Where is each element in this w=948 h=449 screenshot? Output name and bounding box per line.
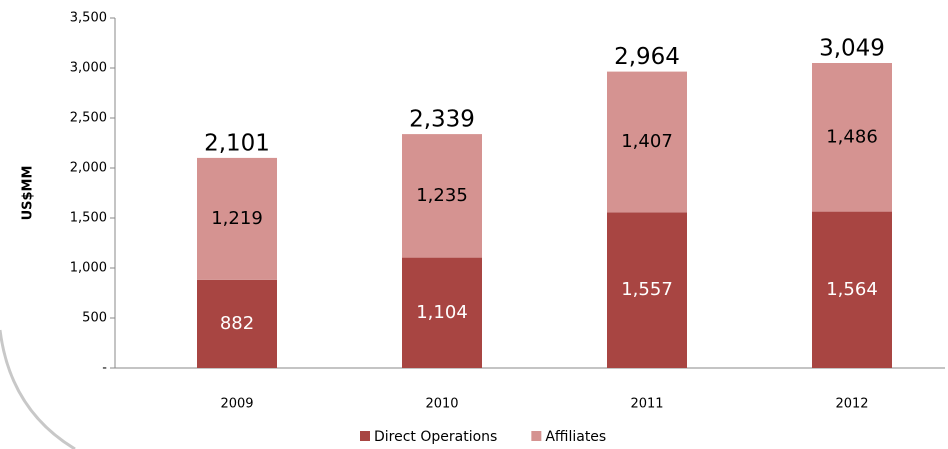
data-label: 882 [220, 313, 254, 334]
legend-label: Direct Operations [374, 429, 497, 445]
y-tick-label: 500 [82, 311, 107, 326]
x-tick-label: 2010 [425, 397, 458, 412]
total-label: 2,339 [409, 107, 475, 133]
total-label: 2,964 [614, 44, 680, 70]
y-tick-label: 1,500 [70, 211, 107, 226]
bar-segment [812, 63, 892, 212]
y-tick-label: - [102, 361, 107, 376]
legend-swatch [360, 431, 370, 441]
bar-segment [607, 212, 687, 368]
data-label: 1,219 [211, 208, 263, 229]
data-label: 1,557 [621, 279, 673, 300]
y-axis-label: US$MM [21, 166, 36, 221]
y-tick-label: 3,000 [70, 61, 107, 76]
data-label: 1,104 [416, 302, 468, 323]
y-tick-label: 2,500 [70, 111, 107, 126]
bar-segment [812, 211, 892, 368]
legend-label: Affiliates [545, 429, 606, 445]
data-label: 1,407 [621, 131, 673, 152]
bar-segment [402, 257, 482, 368]
data-label: 1,486 [826, 126, 878, 147]
decoration-arc [0, 329, 76, 449]
x-tick-label: 2011 [630, 397, 663, 412]
x-tick-label: 2012 [835, 397, 868, 412]
bar-segment [197, 157, 277, 280]
bar-segment [607, 71, 687, 213]
data-label: 1,564 [826, 279, 878, 300]
bar-segment [197, 279, 277, 368]
total-label: 3,049 [819, 36, 885, 62]
bar-segment [402, 134, 482, 258]
y-tick-label: 1,000 [70, 261, 107, 276]
total-label: 2,101 [204, 130, 270, 156]
y-tick-label: 3,500 [70, 11, 107, 26]
data-label: 1,235 [416, 185, 468, 206]
legend-swatch [531, 431, 542, 441]
y-tick-label: 2,000 [70, 161, 107, 176]
x-tick-label: 2009 [220, 397, 253, 412]
